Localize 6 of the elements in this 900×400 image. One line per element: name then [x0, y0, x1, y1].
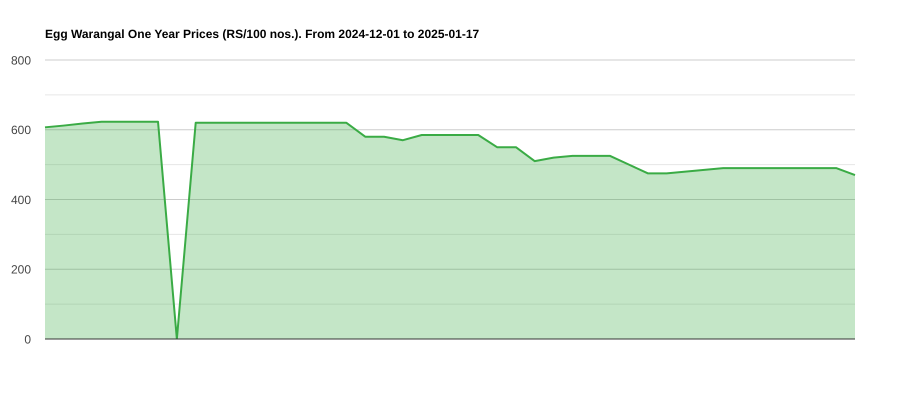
y-tick-label: 0 [24, 332, 32, 346]
y-tick-label: 600 [10, 123, 32, 138]
chart-title: Egg Warangal One Year Prices (RS/100 nos.). From 2024-12-01 to 2025-01-17 [45, 27, 480, 41]
y-tick-label: 800 [10, 53, 32, 68]
y-tick-label: 200 [10, 262, 32, 277]
y-tick-label: 400 [10, 192, 32, 207]
